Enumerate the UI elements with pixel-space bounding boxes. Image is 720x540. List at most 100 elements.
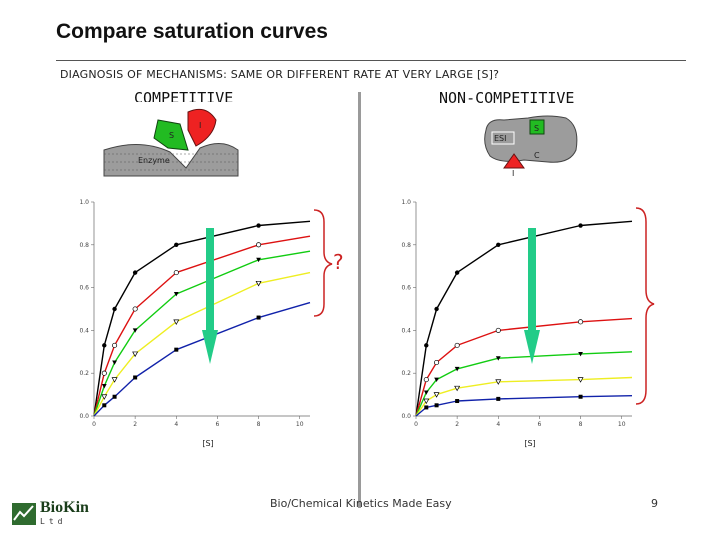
competitive-series-red-point [256, 242, 262, 248]
noncompetitive-series-red-point [423, 377, 429, 383]
noncompetitive-series-yellow-point [454, 385, 461, 392]
competitive-brace [313, 209, 333, 317]
competitive-x-tick-label: 6 [216, 421, 220, 428]
substrate-shape [153, 119, 189, 151]
noncompetitive-series-red-point [495, 327, 501, 333]
competitive-series-blue-point [102, 403, 107, 408]
competitive-series-yellow-point [173, 319, 180, 325]
noncompetitive-series-yellow-point [577, 377, 584, 383]
noncompetitive-y-tick-label: 0.8 [401, 242, 411, 249]
footer-text: Bio/Chemical Kinetics Made Easy [270, 497, 452, 510]
noncompetitive-series-green-point [434, 377, 439, 383]
noncompetitive-series-yellow-point [433, 392, 440, 398]
logo-text: BioKin [40, 499, 89, 516]
noncompetitive-x-tick-label: 8 [579, 421, 583, 428]
competitive-x-tick-label: 8 [257, 421, 261, 428]
logo-subtext: Ltd [40, 517, 67, 526]
complex-label: ESI [494, 134, 507, 143]
competitive-y-tick-label: 0.0 [79, 413, 89, 420]
competitive-series-green-point [132, 328, 138, 333]
noncompetitive-x-tick-label: 10 [618, 421, 626, 428]
noncompetitive-series-green-line [415, 351, 633, 417]
competitive-arrow-shaft [206, 228, 214, 332]
noncompetitive-series-yellow-point [423, 398, 430, 405]
competitive-arrow [202, 228, 218, 364]
substrate-square-label: S [534, 124, 539, 133]
noncompetitive-x-tick-label: 0 [414, 421, 418, 428]
competitive-series-red-point [112, 342, 118, 348]
slide-title: Compare saturation curves [56, 20, 328, 43]
competitive-series-green-point [112, 360, 117, 365]
inhibitor-label: I [199, 121, 201, 130]
noncompetitive-series-red-point [454, 342, 460, 348]
noncompetitive-arrow-head [524, 330, 540, 364]
competitive-series-green-point [101, 384, 107, 389]
competitive-cartoon: S I Enzyme [98, 102, 242, 177]
noncompetitive-arrow [524, 228, 540, 364]
competitive-series-red-point [132, 306, 138, 312]
noncompetitive-y-tick-label: 0.2 [401, 370, 411, 377]
noncompetitive-series-green-point [454, 366, 460, 372]
substrate-square [529, 119, 545, 135]
competitive-x-tick-label: 0 [92, 421, 96, 428]
competitive-series-green-point [173, 292, 179, 297]
enzyme-label: Enzyme [138, 156, 170, 165]
competitive-series-blue-line [93, 301, 311, 417]
competitive-series-blue-point [174, 347, 179, 352]
competitive-series-green-point [256, 257, 261, 263]
competitive-series-red-line [93, 235, 311, 417]
noncompetitive-cartoon: ESI S I C [482, 114, 582, 178]
noncompetitive-series-green-point [495, 356, 501, 361]
competitive-series-yellow-point [255, 280, 262, 287]
noncompetitive-series-black-point [424, 343, 429, 348]
question-mark: ? [333, 250, 344, 274]
noncompetitive-series-black-point [496, 242, 501, 247]
competitive-series-yellow-point [101, 394, 108, 400]
competitive-series-black-point [256, 223, 261, 228]
noncompetitive-x-tick-label: 4 [496, 421, 500, 428]
noncompetitive-series-red-line [415, 317, 633, 417]
noncompetitive-y-tick-label: 1.0 [401, 199, 411, 206]
noncompetitive-brace [635, 207, 655, 405]
competitive-series-black-line [93, 220, 311, 417]
panel-divider [358, 92, 361, 508]
noncompetitive-x-tick-label: 6 [538, 421, 542, 428]
competitive-series-blue-point [256, 315, 261, 320]
competitive-y-tick-label: 0.6 [79, 285, 89, 292]
logo-curve [13, 505, 34, 521]
noncompetitive-series-black-point [434, 306, 439, 312]
biokin-logo-icon [12, 503, 36, 525]
noncompetitive-series-blue-point [578, 394, 583, 399]
competitive-x-tick-label: 10 [296, 421, 304, 428]
enzyme-shape [103, 143, 239, 177]
competitive-series-blue-point [133, 375, 138, 380]
noncompetitive-series-green-point [578, 351, 583, 357]
noncompetitive-series-blue-point [496, 396, 501, 401]
noncompetitive-chart: 0 2 4 6 8 10 0.0 0.2 0.4 0.6 0.8 1.0 [S] [401, 199, 633, 448]
competitive-chart: 0 2 4 6 8 10 0.0 0.2 0.4 0.6 0.8 1.0 [S] [79, 199, 311, 448]
competitive-series-black-point [102, 343, 107, 348]
page-number: 9 [651, 497, 658, 510]
competitive-series-black-point [132, 270, 138, 275]
competitive-y-tick-label: 1.0 [79, 199, 89, 206]
noncompetitive-series-blue-point [434, 403, 439, 408]
noncompetitive-series-black-point [578, 223, 583, 228]
enzyme-complex-shape [484, 115, 578, 163]
competitive-series-blue-point [112, 394, 117, 399]
competitive-series-red-point [101, 370, 107, 376]
inhibitor-shape [187, 108, 217, 147]
competitive-y-tick-label: 0.2 [79, 370, 89, 377]
competitive-series-green-line [93, 250, 311, 417]
noncompetitive-series-yellow-point [495, 379, 502, 385]
noncompetitive-series-blue-point [455, 399, 460, 404]
inhibitor-triangle [503, 153, 525, 169]
competitive-series-yellow-point [111, 377, 118, 383]
noncompetitive-series-black-line [415, 220, 633, 417]
title-rule [56, 60, 686, 61]
complex-box [491, 131, 515, 145]
noncompetitive-series-red-point [578, 319, 584, 325]
competitive-series-red-point [173, 270, 179, 276]
noncompetitive-arrow-shaft [528, 228, 536, 332]
competitive-x-axis-label: [S] [202, 439, 213, 448]
extra-label: C [534, 151, 540, 160]
